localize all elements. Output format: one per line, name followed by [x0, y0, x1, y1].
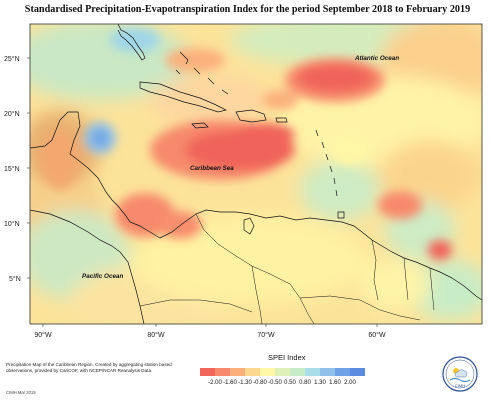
legend-swatch — [260, 368, 275, 376]
legend-swatch — [305, 368, 320, 376]
legend-swatch — [215, 368, 230, 376]
map-frame — [29, 23, 483, 325]
lon-tick-label: 90°W — [34, 331, 52, 339]
legend-color-bar — [200, 368, 365, 376]
lon-tick-label: 60°W — [368, 331, 386, 339]
lon-tick-label: 80°W — [147, 331, 165, 339]
legend-tick-label: -0.50 — [268, 380, 282, 386]
lat-tick-label: 10°N — [4, 220, 20, 228]
pacific-ocean-label: Pacific Ocean — [82, 273, 123, 280]
legend-swatch — [275, 368, 290, 376]
legend-title: SPEI Index — [268, 353, 306, 362]
coastlines — [30, 24, 482, 324]
legend-tick-label: -1.60 — [223, 380, 237, 386]
legend-swatch — [290, 368, 305, 376]
legend-swatch — [200, 368, 215, 376]
legend-tick-label: 2.00 — [344, 380, 356, 386]
atlantic-ocean-label: Atlantic Ocean — [354, 55, 399, 62]
lat-tick-label: 25°N — [4, 55, 20, 63]
lon-tick-label: 70°W — [257, 331, 275, 339]
legend-tick-label: -2.00 — [208, 380, 222, 386]
legend-swatch — [245, 368, 260, 376]
legend-swatch — [230, 368, 245, 376]
legend-tick-label: -1.30 — [238, 380, 252, 386]
legend-swatch — [335, 368, 350, 376]
legend-swatch — [350, 368, 365, 376]
svg-text:CIMH: CIMH — [455, 383, 465, 388]
legend-tick-label: 1.30 — [314, 380, 326, 386]
cimh-logo: CIMH — [442, 356, 478, 392]
lon-ticks — [27, 57, 378, 327]
legend-swatch — [320, 368, 335, 376]
caribbean-sea-label: Caribbean Sea — [190, 165, 234, 172]
map-caption: Precipitation Map of the Caribbean Regio… — [6, 362, 172, 373]
legend-tick-label: -0.80 — [253, 380, 267, 386]
map-title: Standardised Precipitation-Evapotranspir… — [24, 4, 471, 15]
legend-tick-label: 0.50 — [284, 380, 296, 386]
lat-tick-label: 5°N — [9, 275, 21, 283]
lat-tick-label: 20°N — [4, 110, 20, 118]
legend-tick-label: 1.60 — [329, 380, 341, 386]
legend-tick-label: 0.80 — [299, 380, 311, 386]
spei-field — [30, 24, 482, 324]
lat-tick-label: 15°N — [4, 165, 20, 173]
map-credit: CIMH Mar 2019 — [6, 390, 36, 395]
